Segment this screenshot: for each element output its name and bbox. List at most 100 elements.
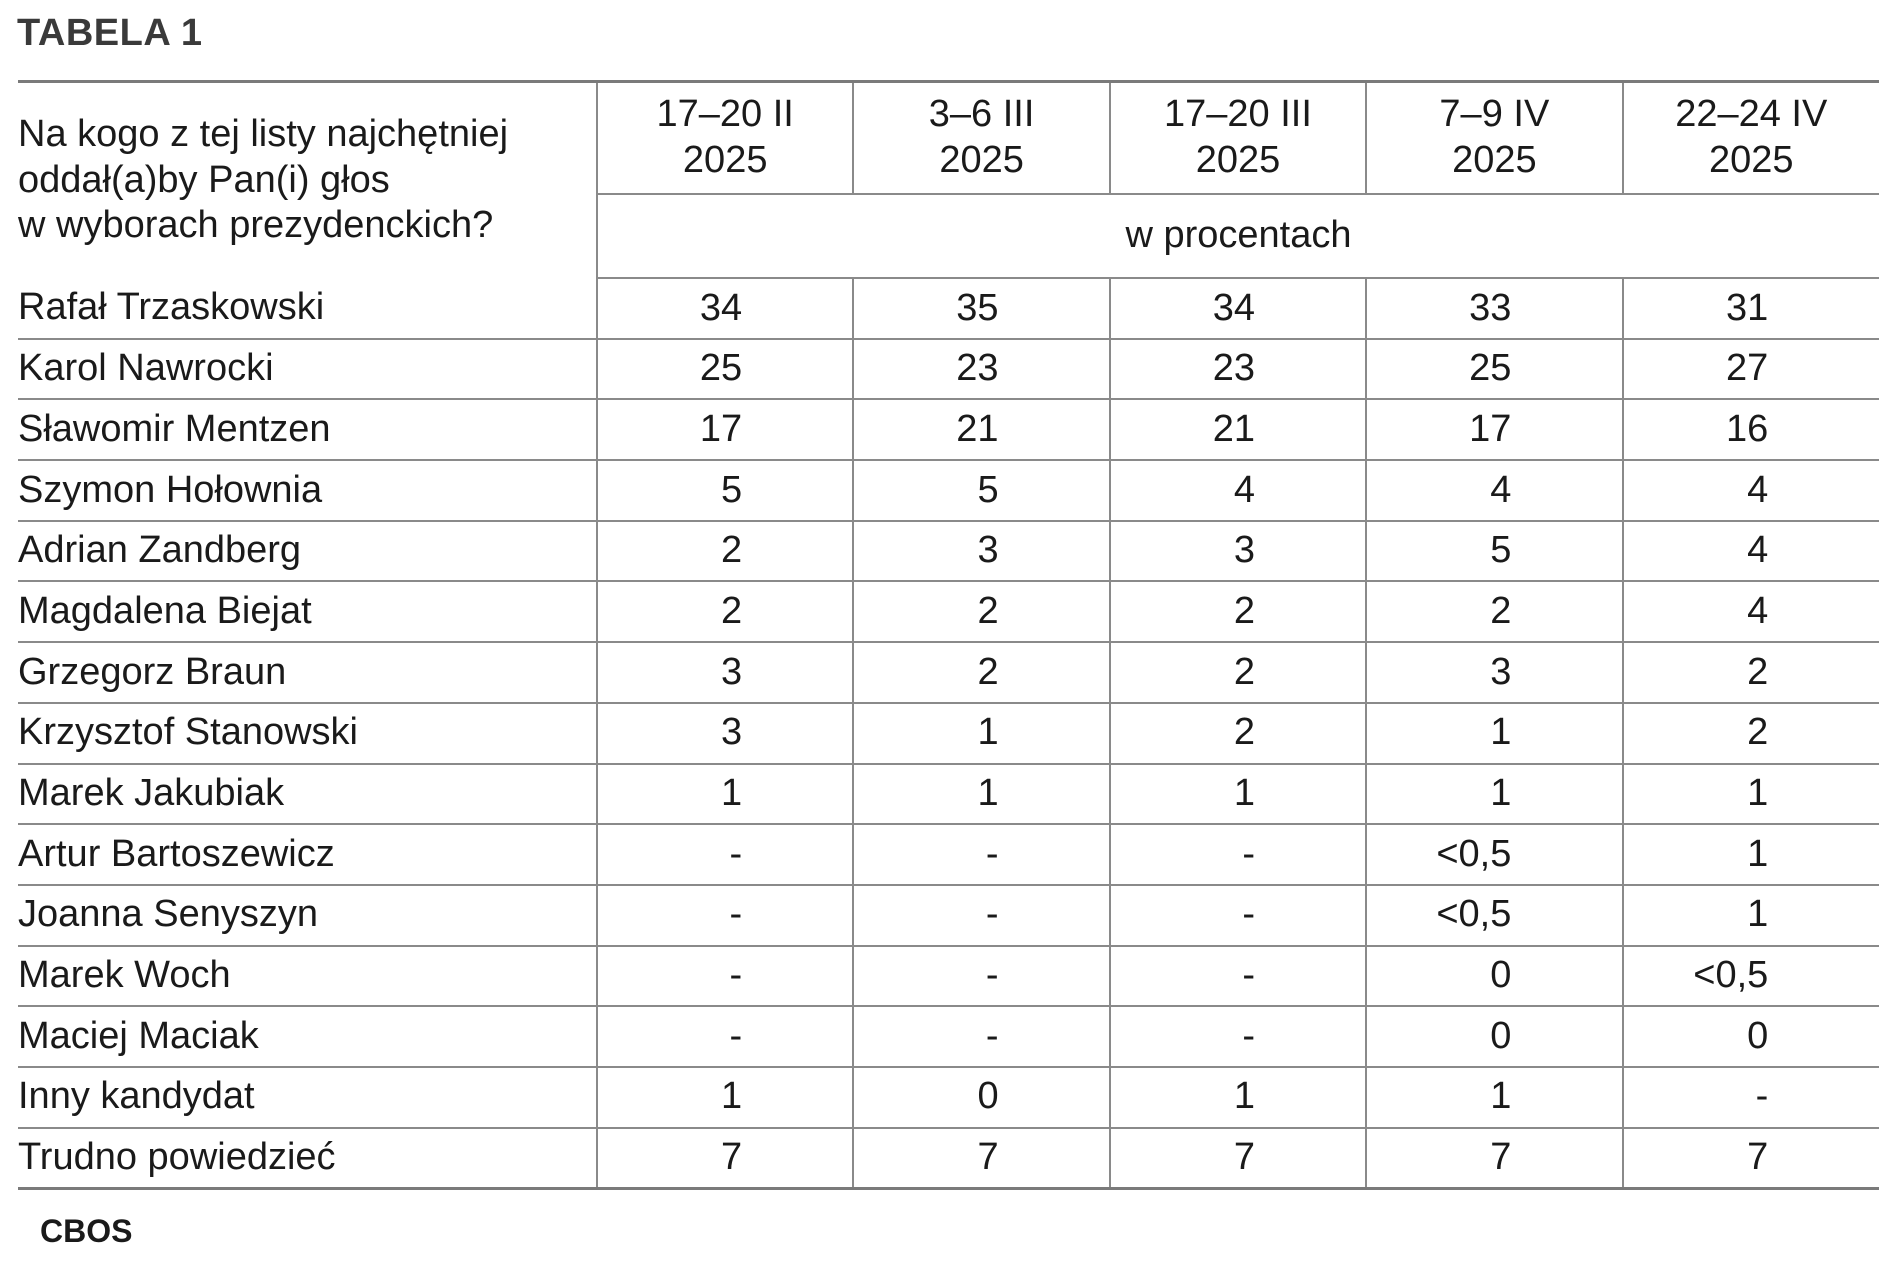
table-row: Rafał Trzaskowski 34 35 34 33 31 [18,278,1879,340]
value-text: 1 [1747,893,1769,936]
value-cell: - [852,1006,1110,1068]
table-row: Marek Jakubiak 1 1 1 1 1 [18,763,1879,826]
value-text: 25 [699,347,743,390]
value-text: 0 [1490,1014,1512,1057]
value-cell: 2 [595,581,854,644]
header-row-unit: w procentach [18,194,1879,279]
period-header: 7–9 IV 2025 [1365,81,1623,195]
value-text: - [1755,1075,1769,1118]
value-cell: - [595,945,854,1008]
header-row-periods: Na kogo z tej listy najchętniej oddał(a)… [18,81,1879,278]
candidate-name: Adrian Zandberg [18,520,598,583]
value-cell: - [1108,1006,1367,1068]
value-text: - [1242,954,1255,997]
value-cell: 0 [1365,1006,1623,1068]
value-cell: 1 [1621,763,1879,826]
period-year: 2025 [1709,139,1794,181]
value-text: - [1242,1014,1255,1057]
question-line: oddał(a)by Pan(i) głos [18,158,390,201]
value-cell: 17 [1365,399,1623,462]
source-label: CBOS [40,1213,133,1249]
value-cell: 7 [1621,1127,1879,1189]
value-cell: 1 [1621,824,1879,886]
value-text: 0 [1747,1014,1769,1057]
value-text: 1 [721,1075,743,1118]
period-year: 2025 [1195,139,1281,181]
value-cell: 3 [852,520,1110,583]
value-text: 2 [1747,650,1769,693]
value-text: 17 [699,407,743,450]
value-cell: 34 [595,278,854,340]
value-text: 5 [1490,529,1512,572]
value-text: 2 [1233,589,1255,632]
value-text: 3 [721,650,743,693]
value-text: - [729,954,743,997]
value-cell: 21 [1108,399,1367,462]
value-text: - [1242,893,1255,936]
value-cell: 1 [1108,1066,1367,1129]
value-text: <0,5 [1436,832,1512,875]
value-text: 7 [721,1135,743,1178]
question-line: w wyborach prezydenckich? [18,204,494,247]
value-text: 1 [1490,1075,1512,1118]
value-text: 4 [1747,529,1769,572]
value-cell: 4 [1365,460,1623,522]
value-cell: - [1108,884,1367,947]
table-title: TABELA 1 [17,12,203,54]
table-body: Rafał Trzaskowski 34 35 34 33 31 Karol Nawrock… [18,278,1879,1189]
value-text: 1 [1233,1075,1255,1118]
period-header: 17–20 III 2025 [1108,81,1367,195]
value-cell: 1 [1108,763,1367,826]
table-row: Maciej Maciak - - - 0 0 [18,1006,1879,1068]
value-cell: - [1108,945,1367,1008]
candidate-name: Artur Bartoszewicz [18,824,598,886]
unit-label: w procentach [596,194,1879,279]
period-dates: 7–9 IV [1439,93,1550,136]
value-cell: - [1621,1066,1879,1129]
value-text: 2 [1490,589,1512,632]
value-cell: 2 [852,642,1110,704]
period-header: 3–6 III 2025 [852,81,1110,195]
value-text: 2 [1747,711,1769,754]
value-cell: 7 [595,1127,854,1189]
value-text: 23 [956,347,999,390]
value-cell: 2 [1621,642,1879,704]
value-cell: 7 [1365,1127,1623,1189]
value-cell: 2 [1108,642,1367,704]
value-cell: 0 [852,1066,1110,1129]
value-text: 1 [1490,772,1512,815]
value-cell: - [852,824,1110,886]
table-row: Trudno powiedzieć 7 7 7 7 7 [18,1127,1879,1189]
value-cell: - [1108,824,1367,886]
value-cell: 3 [595,702,854,765]
table-row: Karol Nawrocki 25 23 23 25 27 [18,338,1879,401]
value-cell: <0,5 [1365,884,1623,947]
value-text: 5 [721,468,743,511]
value-cell: 3 [1108,520,1367,583]
value-cell: <0,5 [1365,824,1623,886]
table-row: Marek Woch - - - 0 <0,5 [18,945,1879,1008]
value-cell: 2 [1108,581,1367,644]
value-cell: 2 [595,520,854,583]
candidate-name: Marek Woch [18,945,598,1008]
value-text: 1 [721,772,743,815]
value-cell: 3 [595,642,854,704]
value-cell: 0 [1365,945,1623,1008]
table-row: Inny kandydat 1 0 1 1 - [18,1066,1879,1129]
value-text: 1 [1747,832,1769,875]
value-text: <0,5 [1436,893,1512,936]
value-text: 3 [721,711,743,754]
value-text: - [985,1014,999,1057]
candidate-name: Inny kandydat [18,1066,598,1129]
period-year: 2025 [682,139,768,181]
value-cell: 2 [1108,702,1367,765]
table-row: Sławomir Mentzen 17 21 21 17 16 [18,399,1879,462]
value-text: 3 [1233,529,1255,572]
value-cell: 7 [852,1127,1110,1189]
question-header: Na kogo z tej listy najchętniej oddał(a)… [18,81,598,278]
value-cell: 1 [852,763,1110,826]
table-row: Magdalena Biejat 2 2 2 2 4 [18,581,1879,644]
value-cell: 4 [1621,581,1879,644]
value-text: 2 [1233,711,1255,754]
value-text: 2 [721,589,743,632]
